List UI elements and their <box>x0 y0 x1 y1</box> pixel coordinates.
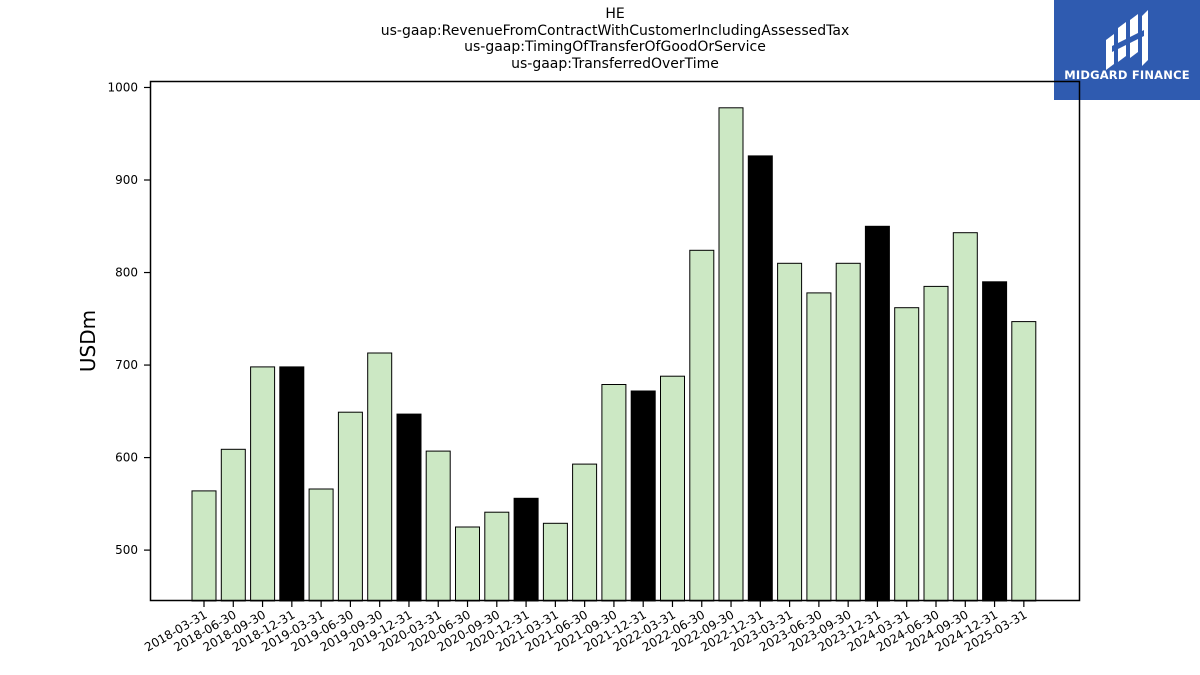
bar-2024-03-31 <box>894 307 920 602</box>
bar-2020-03-31 <box>425 450 451 602</box>
bar-2021-06-30 <box>572 463 598 602</box>
title-line-4: us-gaap:TransferredOverTime <box>511 55 719 72</box>
y-tick-label: 500 <box>115 543 138 557</box>
title-line-3: us-gaap:TimingOfTransferOfGoodOrService <box>464 39 766 55</box>
bar-2022-06-30 <box>689 249 715 602</box>
x-axis: 2018-03-312018-06-302018-09-302018-12-31… <box>142 601 1029 654</box>
bar-2022-12-31 <box>747 155 773 602</box>
plot-frame <box>149 80 1081 602</box>
bar-2023-09-30 <box>835 262 861 602</box>
bars-group <box>191 107 1037 602</box>
y-tick-label: 800 <box>115 266 138 280</box>
bar-2018-03-31 <box>191 490 217 602</box>
midgard-finance-logo: MIDGARD FINANCE <box>1054 0 1200 100</box>
bar-2019-12-31 <box>396 413 422 602</box>
bar-2023-03-31 <box>777 262 803 602</box>
bar-2022-03-31 <box>660 375 685 602</box>
chart-title: HE us-gaap:RevenueFromContractWithCustom… <box>150 6 1080 72</box>
logo-mark-icon <box>1106 10 1148 70</box>
bar-2020-06-30 <box>455 526 480 602</box>
bar-2024-06-30 <box>923 285 949 602</box>
bar-2024-09-30 <box>952 232 978 602</box>
bar-2019-06-30 <box>337 411 363 602</box>
title-line-1: HE <box>605 6 625 22</box>
bar-2019-09-30 <box>367 352 393 602</box>
bar-2021-09-30 <box>601 384 627 602</box>
bar-2020-09-30 <box>484 511 510 602</box>
y-tick-label: 900 <box>115 173 138 187</box>
bar-2023-12-31 <box>864 225 890 602</box>
bar-2023-06-30 <box>806 292 832 602</box>
title-line-2: us-gaap:RevenueFromContractWithCustomerI… <box>380 22 850 39</box>
bar-2018-12-31 <box>279 366 305 602</box>
bar-2020-12-31 <box>513 497 539 602</box>
y-axis-label: USDm <box>76 310 100 372</box>
y-tick-label: 700 <box>115 358 138 372</box>
y-tick-label: 1000 <box>107 80 138 94</box>
logo-text: MIDGARD FINANCE <box>1064 68 1190 82</box>
bar-2025-03-31 <box>1011 321 1037 602</box>
y-tick-label: 600 <box>115 451 138 465</box>
bar-2018-09-30 <box>250 366 276 602</box>
y-axis: 500 600 700 800 900 1000 <box>107 80 150 557</box>
bar-2018-06-30 <box>220 448 246 602</box>
bar-2024-12-31 <box>982 281 1008 602</box>
bar-2022-09-30 <box>718 107 744 602</box>
bar-2019-03-31 <box>308 488 334 602</box>
bar-2021-03-31 <box>542 522 568 602</box>
bar-2021-12-31 <box>630 390 656 602</box>
